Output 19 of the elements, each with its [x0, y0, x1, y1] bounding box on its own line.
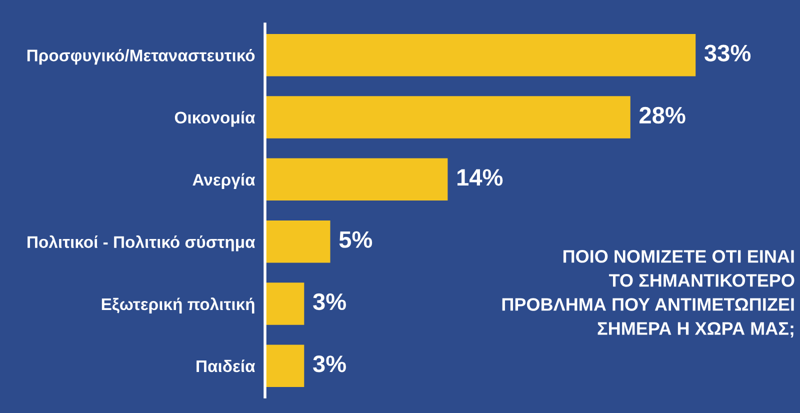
- bar: [265, 158, 448, 201]
- bar: [265, 96, 630, 138]
- y-tick-label: Εξωτερική πολιτική: [102, 297, 254, 314]
- bar: [265, 220, 330, 263]
- data-label: 14%: [458, 169, 503, 186]
- data-label: 28%: [640, 106, 686, 124]
- y-tick-label: Παιδεία: [196, 360, 256, 372]
- y-tick-label: Οικονομία: [174, 111, 256, 127]
- text: ΠΟΙΟ ΝΟΜΙΖΕΤΕ ΟΤΙ ΕΙΝΑΙ ΤΟ ΣΗΜΑΝΤΙΚΟΤΕΡΟ ΠΡΟΒΛΗΜΑ ΠΟΥ ΑΝΤΙΜΕΤΩΠΙΖΕΙ ΣΗΜΕΡΑ Η ΧΩΡΑ ΜΑΣ;: [502, 250, 794, 338]
- y-tick-label: Προσφυγικό/Μεταναστευτικό: [27, 48, 255, 65]
- bar: [265, 34, 696, 76]
- bar: [265, 344, 304, 388]
- y-tick-label: Πολιτικοί - Πολιτικό σύστημα: [28, 235, 256, 252]
- data-label: 33%: [704, 44, 751, 62]
- bar: [265, 282, 304, 325]
- data-label: 3%: [313, 356, 346, 372]
- data-label: 5%: [339, 231, 372, 248]
- y-tick-label: Ανεργία: [192, 173, 256, 190]
- data-label: 3%: [313, 293, 346, 310]
